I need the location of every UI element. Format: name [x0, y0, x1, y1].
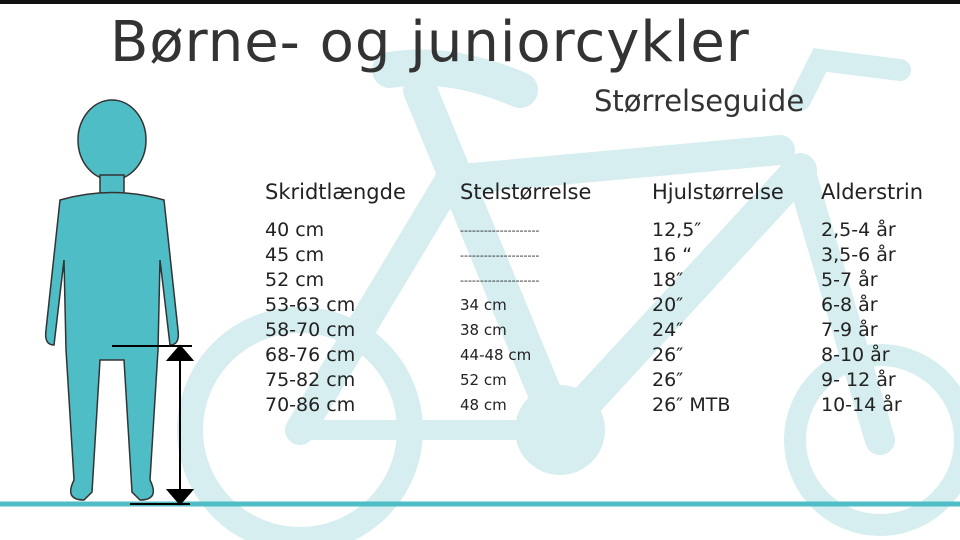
column-skridtlaengde: Skridtlængde 40 cm 45 cm 52 cm 53-63 cm …: [265, 180, 406, 418]
column-alderstrin: Alderstrin 2,5-4 år 3,5-6 år 5-7 år 6-8 …: [821, 180, 923, 418]
table-cell: 75-82 cm: [265, 369, 356, 391]
top-bar: [0, 0, 960, 4]
column-stelstorrelse: Stelstørrelse -------------------- -----…: [460, 180, 591, 418]
table-cell: 16 “: [652, 244, 693, 266]
table-cell: 7-9 år: [821, 319, 878, 341]
table-cell: --------------------: [460, 274, 540, 287]
table-cell: 45 cm: [265, 244, 325, 266]
table-cell: 10-14 år: [821, 394, 902, 416]
child-silhouette-icon: [44, 99, 180, 501]
table-cell: 38 cm: [460, 321, 507, 339]
page-subtitle: Størrelseguide: [594, 84, 805, 118]
table-cell: 12,5″: [652, 219, 702, 241]
table-cell: 26″: [652, 369, 684, 391]
table-cell: 44-48 cm: [460, 346, 532, 364]
table-cell: 20″: [652, 294, 684, 316]
table-cell: 52 cm: [460, 371, 507, 389]
column-hjulstorrelse: Hjulstørrelse 12,5″ 16 “ 18″ 20″ 24″ 26″…: [652, 180, 784, 418]
table-cell: 52 cm: [265, 269, 325, 291]
table-cell: 68-76 cm: [265, 344, 356, 366]
table-cell: --------------------: [460, 249, 540, 262]
table-cell: 2,5-4 år: [821, 219, 896, 241]
column-header: Stelstørrelse: [460, 180, 592, 204]
table-cell: 26″: [652, 344, 684, 366]
table-cell: 18″: [652, 269, 684, 291]
table-cell: 24″: [652, 319, 684, 341]
table-cell: 53-63 cm: [265, 294, 356, 316]
table-cell: --------------------: [460, 224, 540, 237]
table-cell: 6-8 år: [821, 294, 878, 316]
table-cell: 26″ MTB: [652, 394, 731, 416]
column-header: Hjulstørrelse: [652, 180, 784, 204]
table-cell: 48 cm: [460, 396, 507, 414]
table-cell: 3,5-6 år: [821, 244, 896, 266]
table-cell: 9- 12 år: [821, 369, 896, 391]
table-cell: 40 cm: [265, 219, 325, 241]
table-cell: 70-86 cm: [265, 394, 356, 416]
table-cell: 8-10 år: [821, 344, 890, 366]
column-header: Skridtlængde: [265, 180, 406, 204]
table-cell: 5-7 år: [821, 269, 878, 291]
column-header: Alderstrin: [821, 180, 924, 204]
height-arrow-icon: [112, 344, 195, 506]
page-title: Børne- og juniorcykler: [110, 10, 750, 75]
table-cell: 34 cm: [460, 296, 507, 314]
table-cell: 58-70 cm: [265, 319, 356, 341]
